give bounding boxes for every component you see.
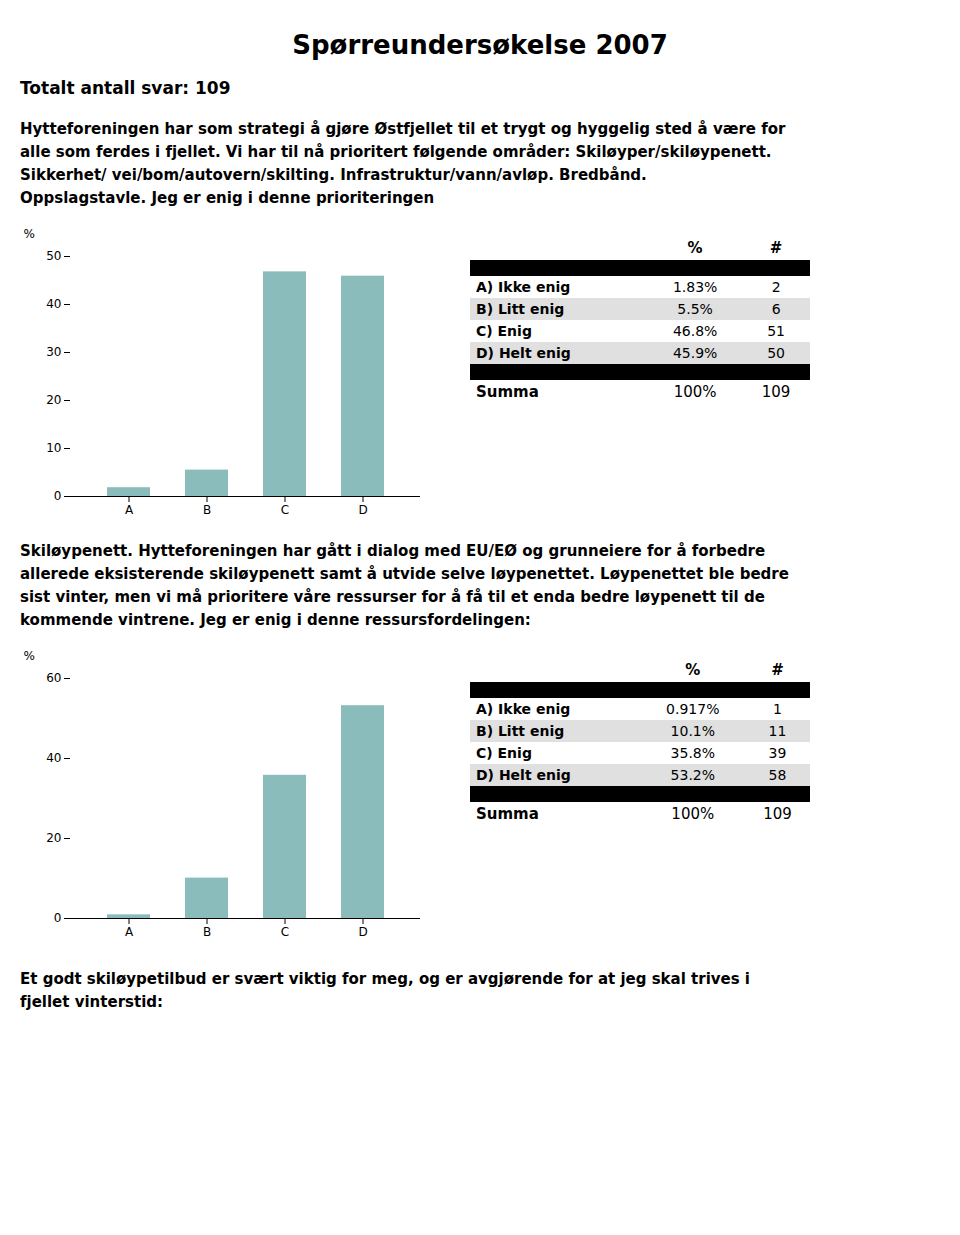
html-text:Summa: Summa [476,383,539,401]
html-text:45.9%: 45.9% [672,345,718,361]
svg-text:D: D [358,503,367,517]
svg-text:60: 60 [46,671,61,685]
html-text:Et godt skiløypetilbud er svær: Et godt skiløypetilbud er svært viktig f… [20,970,750,1011]
html-text:58: 58 [768,767,787,783]
html-text:35.8%: 35.8% [670,745,715,761]
svg-text:C: C [281,925,289,939]
svg-text:50: 50 [46,249,61,263]
html-text:11: 11 [768,723,787,739]
html-text:51: 51 [767,323,785,339]
html-text:2: 2 [771,279,781,295]
svg-text:0: 0 [54,911,62,925]
html-text:D) Helt enig: D) Helt enig [476,767,571,783]
html-text:Summa: Summa [476,805,539,823]
html-text:100%: 100% [671,805,715,823]
svg-text:B: B [203,503,211,517]
html-text:5.5%: 5.5% [677,301,713,317]
html-text:C) Enig: C) Enig [476,323,532,339]
svg-text:B: B [203,925,211,939]
html-text:Spørreundersøkelse 2007: Spørreundersøkelse 2007 [292,30,668,60]
html-text:A) Ikke enig: A) Ikke enig [476,279,571,295]
svg-text:10: 10 [46,441,61,455]
html-text:50: 50 [767,345,785,361]
svg-text:D: D [358,925,367,939]
html-text:1: 1 [773,701,782,717]
html-text:6: 6 [771,301,781,317]
svg-text:20: 20 [46,393,61,407]
svg-text:40: 40 [46,751,61,765]
html-text:100%: 100% [673,383,717,401]
svg-text:A: A [125,503,134,517]
html-text:Totalt antall svar: 109: Totalt antall svar: 109 [20,78,231,98]
html-text:39: 39 [768,745,787,761]
html-text:B) Litt enig: B) Litt enig [476,301,565,317]
html-text:109: 109 [763,805,792,823]
html-text:D) Helt enig: D) Helt enig [476,345,571,361]
svg-text:%: % [24,649,35,663]
html-text:Skiløypenett. Hytteforeningen: Skiløypenett. Hytteforeningen har gått i… [20,542,789,629]
html-text:1.83%: 1.83% [672,279,718,295]
html-text:53.2%: 53.2% [670,767,715,783]
svg-text:%: % [24,227,35,241]
html-text:B) Litt enig: B) Litt enig [476,723,565,739]
svg-text:0: 0 [54,489,62,503]
html-text:A) Ikke enig: A) Ikke enig [476,701,571,717]
svg-text:A: A [125,925,134,939]
html-text:0.917%: 0.917% [666,701,720,717]
html-text:46.8%: 46.8% [672,323,718,339]
html-text:109: 109 [761,383,791,401]
html-text:C) Enig: C) Enig [476,745,532,761]
svg-text:30: 30 [46,345,61,359]
html-text:10.1%: 10.1% [670,723,715,739]
svg-text:20: 20 [46,831,61,845]
html-text:Hytteforeningen har som strate: Hytteforeningen har som strategi å gjøre… [20,120,786,207]
svg-text:40: 40 [46,297,61,311]
svg-text:C: C [281,503,289,517]
